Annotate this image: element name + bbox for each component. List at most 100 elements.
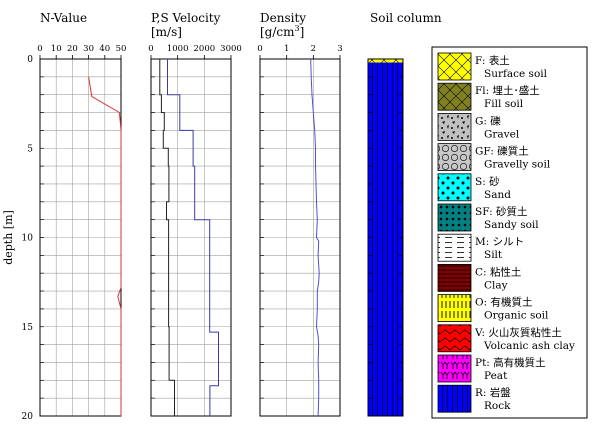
legend-jp: 砂 xyxy=(489,175,500,188)
legend-label-en: Silt xyxy=(484,249,503,261)
x-tick-label: 3000 xyxy=(220,44,242,54)
legend-label-en: Fill soil xyxy=(484,98,524,110)
soil-layer-pattern xyxy=(368,59,403,63)
legend-code: S xyxy=(475,176,482,188)
legend-sep: : xyxy=(483,387,490,399)
legend-label-en: Clay xyxy=(484,279,508,291)
soil-layer-pattern xyxy=(368,62,403,416)
soil-column-frame xyxy=(367,58,404,417)
legend-label-jp: C: 粘性土 xyxy=(475,265,521,278)
x-tick-label: 0 xyxy=(148,44,153,54)
x-tick-label: 1 xyxy=(284,44,289,54)
legend-label-jp: SF: 砂質土 xyxy=(475,205,528,218)
plot-frame xyxy=(259,58,341,417)
legend-label-jp: M: シルト xyxy=(475,236,524,248)
legend-label-jp: O: 有機質土 xyxy=(475,296,533,309)
legend-code: V xyxy=(474,327,483,339)
x-tick-label: 0 xyxy=(257,44,262,54)
panel-title: P,S Velocity xyxy=(151,11,221,25)
legend-jp: 埋土･盛土 xyxy=(493,84,540,97)
legend-sep: : xyxy=(486,357,493,369)
legend-code: SF xyxy=(475,206,489,218)
x-tick-label: 1000 xyxy=(167,44,189,54)
panel-3: Density[g/cm3]0 1 2 3 xyxy=(257,11,343,417)
legend-jp: 有機質土 xyxy=(491,296,533,309)
legend-sep: : xyxy=(486,85,493,97)
legend-swatch-pattern xyxy=(438,324,471,352)
legend-jp: 粘性土 xyxy=(490,265,522,278)
panel-title: N-Value xyxy=(40,11,87,25)
series-line-1 xyxy=(310,58,320,417)
legend-code: GF xyxy=(475,146,490,158)
panel-unit: [m/s] xyxy=(151,25,182,39)
legend-jp: 火山灰質粘性土 xyxy=(488,326,562,339)
x-tick-label: 0 xyxy=(37,44,42,54)
legend-swatch-pattern xyxy=(438,204,471,231)
series-line-1 xyxy=(88,76,122,416)
legend-jp: 礫 xyxy=(490,114,501,127)
x-tick-label: 2000 xyxy=(194,44,216,54)
legend-jp: 岩盤 xyxy=(490,386,511,399)
legend-label-en: Sandy soil xyxy=(484,219,539,231)
x-tick-label: 30 xyxy=(83,44,94,54)
legend-code: M xyxy=(475,236,486,248)
legend-label-en: Organic soil xyxy=(484,310,549,322)
legend-sep: : xyxy=(483,115,490,127)
legend-label-en: Gravelly soil xyxy=(484,159,551,171)
legend-label-jp: G: 礫 xyxy=(475,114,501,127)
series-line-1 xyxy=(167,59,219,416)
legend-sep: : xyxy=(490,146,497,158)
legend-code: G xyxy=(475,115,483,127)
legend-swatch-pattern xyxy=(438,173,471,201)
unit-suffix: ] xyxy=(300,25,305,39)
x-tick-label: 40 xyxy=(99,44,110,54)
panel-2: P,S Velocity[m/s] 0 1000 2000 3000 xyxy=(148,11,242,417)
x-tick-label: 3 xyxy=(337,44,342,54)
legend-jp: 砂質土 xyxy=(496,205,528,218)
legend-label-en: Sand xyxy=(484,189,511,201)
panel-unit: [g/cm3] xyxy=(260,24,304,39)
soil-column-title: Soil column xyxy=(370,11,442,25)
legend-sep: : xyxy=(483,266,490,278)
legend-swatch-pattern xyxy=(438,143,471,171)
legend-code: Pt xyxy=(475,357,487,369)
legend-jp: 表土 xyxy=(489,54,510,67)
legend-swatch-pattern xyxy=(438,234,471,262)
y-axis-label: depth [m] xyxy=(2,210,15,265)
legend-label-jp: Fl: 埋土･盛土 xyxy=(475,84,540,97)
series-line-2 xyxy=(159,59,175,416)
legend-swatch-pattern xyxy=(438,294,471,322)
y-tick-label: 20 xyxy=(22,412,34,422)
legend-label-jp: S: 砂 xyxy=(475,175,500,188)
legend-code: R xyxy=(475,387,484,399)
legend-code: Fl xyxy=(475,85,486,97)
x-tick-label: 20 xyxy=(67,44,78,54)
legend-swatch-pattern xyxy=(438,53,471,80)
y-tick-label: 15 xyxy=(22,323,34,333)
legend-label-en: Rock xyxy=(484,400,511,412)
legend-label-jp: V: 火山灰質粘性土 xyxy=(474,326,562,339)
legend-code: C xyxy=(475,266,483,278)
y-tick-label: 0 xyxy=(27,55,33,65)
y-tick-label: 10 xyxy=(22,234,34,244)
panel-1: N-Value 0 10 20 30 40 50 0 5 10 15 20 depth [m] xyxy=(2,11,126,422)
legend-sep: : xyxy=(484,297,491,309)
x-tick-label: 2 xyxy=(311,44,316,54)
plot-frame xyxy=(150,58,232,417)
legend-label-jp: R: 岩盤 xyxy=(475,386,511,399)
legend-label-en: Volcanic ash clay xyxy=(483,340,575,352)
legend-sep: : xyxy=(489,206,496,218)
legend-jp: シルト xyxy=(493,236,525,248)
legend-sep: : xyxy=(486,236,493,248)
